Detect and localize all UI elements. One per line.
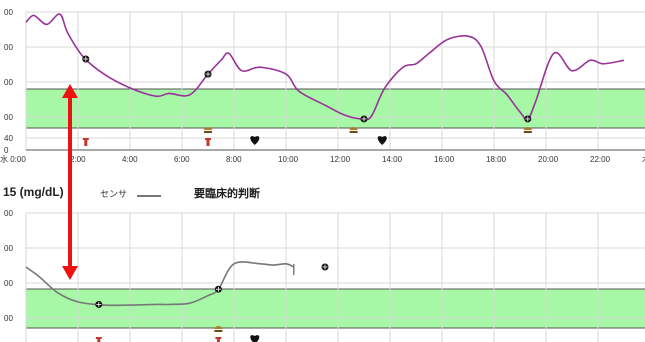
insulin-icon <box>205 138 211 140</box>
x-tick-label: 22:00 <box>590 155 611 164</box>
chart1-y-axis: 00 00 00 00 40 0 <box>4 8 13 155</box>
exercise-heart-icon <box>377 136 387 145</box>
chart1-grid <box>25 11 645 151</box>
target-range-band <box>26 289 645 328</box>
target-range-band <box>26 89 645 128</box>
y-tick-label: 00 <box>4 113 13 122</box>
x-tick-label: 木 <box>642 154 645 164</box>
arrow-head-down <box>62 266 78 280</box>
exercise-heart-icon <box>250 335 260 342</box>
x-tick-label: 2:00 <box>70 155 86 164</box>
meal-icon <box>214 326 223 329</box>
y-tick-label: 00 <box>4 209 13 218</box>
x-tick-label: 12:00 <box>330 155 351 164</box>
exercise-heart-icon <box>250 136 260 145</box>
chart2-title: 15 (mg/dL) <box>3 185 64 199</box>
arrow-head-up <box>62 84 78 98</box>
chart1-plot <box>25 13 625 146</box>
y-tick-label: 00 <box>4 8 13 17</box>
x-tick-label: 8:00 <box>226 155 242 164</box>
x-tick-label: 20:00 <box>538 155 559 164</box>
meal-icon <box>523 131 532 133</box>
comparison-arrow <box>62 84 78 280</box>
insulin-icon <box>206 140 210 146</box>
meal-icon <box>349 131 358 133</box>
chart2-plot <box>25 261 329 342</box>
x-tick-label: 10:00 <box>278 155 299 164</box>
insulin-icon <box>84 140 88 146</box>
legend-sensor-swatch <box>137 195 161 197</box>
meal-icon <box>523 127 532 130</box>
y-tick-label: 00 <box>4 279 13 288</box>
x-tick-label: 6:00 <box>174 155 190 164</box>
insulin-icon <box>95 337 102 339</box>
meal-icon <box>204 131 212 133</box>
y-tick-label: 00 <box>4 314 13 323</box>
legend-sensor-label: センサ <box>100 189 128 199</box>
meal-icon <box>214 330 223 332</box>
sensor-curve <box>25 261 295 307</box>
meal-icon <box>204 127 212 130</box>
insulin-icon <box>97 339 101 342</box>
x-tick-label: 水 0:00 <box>0 154 26 164</box>
y-tick-label: 00 <box>4 78 13 87</box>
chart1-x-axis: 水 0:00 2:00 4:00 6:00 8:00 10:00 12:00 14:00 16:… <box>0 154 645 164</box>
insulin-icon <box>215 337 222 339</box>
chart2-y-axis: 00 00 00 00 <box>4 209 13 323</box>
x-tick-label: 18:00 <box>486 155 507 164</box>
y-tick-label: 00 <box>4 244 13 253</box>
insulin-icon <box>216 339 220 342</box>
y-tick-label: 00 <box>4 43 13 52</box>
chart2-grid <box>25 212 645 342</box>
y-tick-label: 0 <box>4 146 9 155</box>
x-tick-label: 4:00 <box>122 155 138 164</box>
y-tick-label: 40 <box>4 134 13 143</box>
insulin-icon <box>82 138 89 140</box>
clinical-judgment-label: 要臨床的判断 <box>194 188 260 200</box>
x-tick-label: 14:00 <box>382 155 403 164</box>
x-tick-label: 16:00 <box>434 155 455 164</box>
meal-icon <box>349 127 358 130</box>
